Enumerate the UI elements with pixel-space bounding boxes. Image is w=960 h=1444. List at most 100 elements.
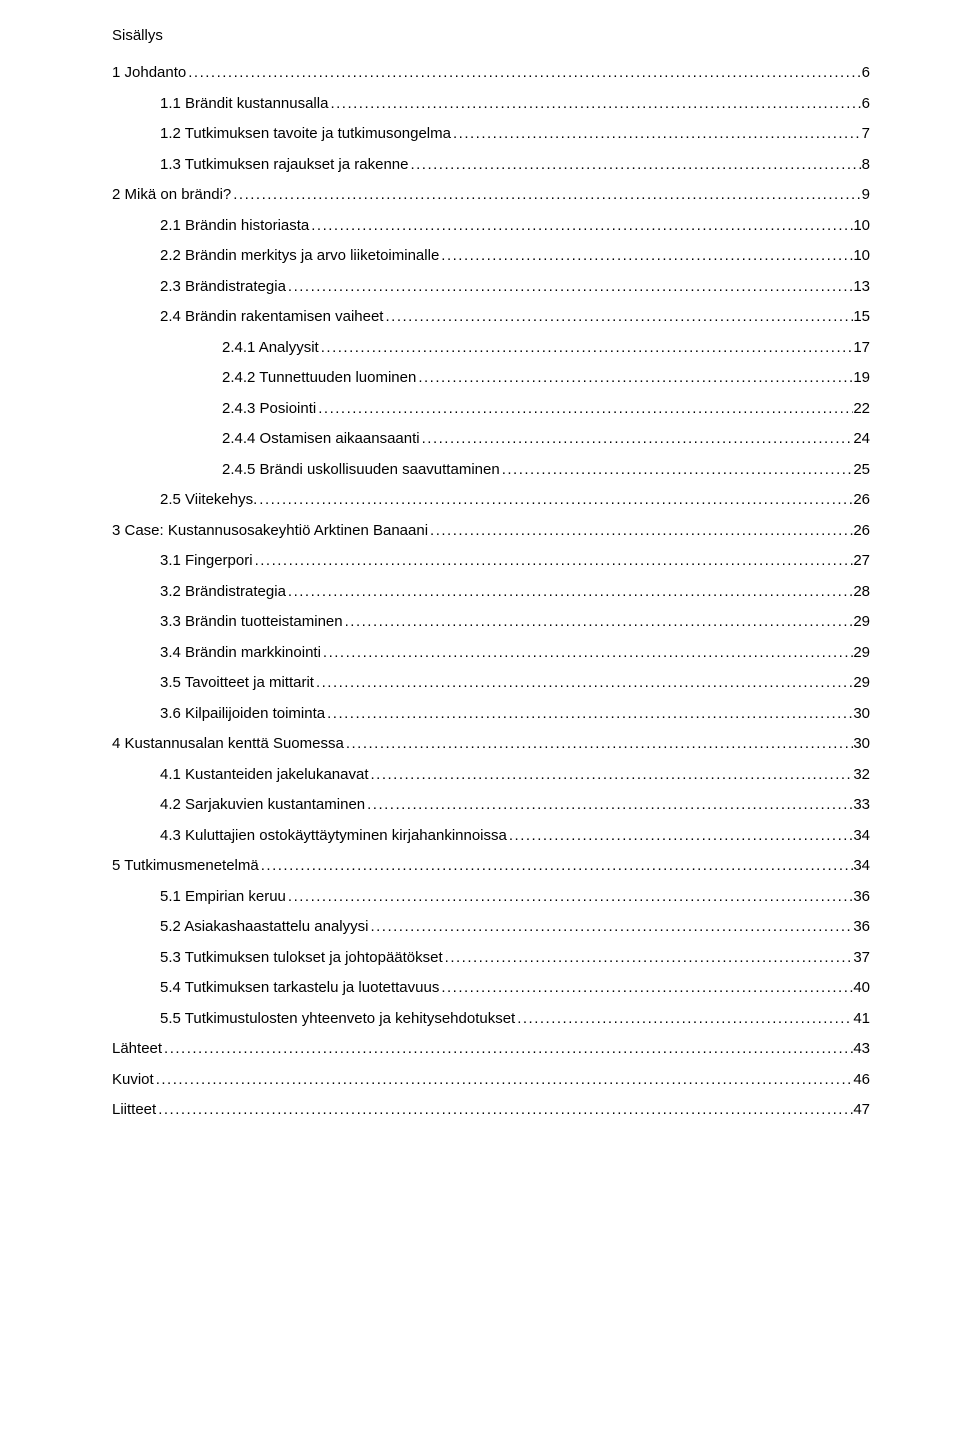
toc-leader bbox=[416, 370, 853, 385]
toc-entry-page: 28 bbox=[853, 584, 870, 599]
toc-entry-page: 36 bbox=[853, 889, 870, 904]
toc-entry-label: 2.4.2 Tunnettuuden luominen bbox=[222, 370, 416, 385]
toc-entry-page: 17 bbox=[853, 340, 870, 355]
toc-leader bbox=[162, 1041, 853, 1056]
toc-entry-page: 29 bbox=[853, 645, 870, 660]
toc-entry-label: 4.1 Kustanteiden jakelukanavat bbox=[160, 767, 368, 782]
toc-leader bbox=[309, 218, 853, 233]
toc-container: 1 Johdanto 61.1 Brändit kustannusalla 61… bbox=[112, 65, 870, 1117]
toc-entry-label: 2.5 Viitekehys. bbox=[160, 492, 257, 507]
toc-leader bbox=[420, 431, 854, 446]
toc-entry-page: 10 bbox=[853, 248, 870, 263]
toc-entry: 2.4.2 Tunnettuuden luominen 19 bbox=[112, 370, 870, 385]
toc-entry-label: 2.2 Brändin merkitys ja arvo liiketoimin… bbox=[160, 248, 439, 263]
toc-entry-page: 15 bbox=[853, 309, 870, 324]
toc-entry: 3.1 Fingerpori 27 bbox=[112, 553, 870, 568]
toc-leader bbox=[408, 157, 861, 172]
toc-entry: 2.4 Brändin rakentamisen vaiheet 15 bbox=[112, 309, 870, 324]
toc-entry-page: 8 bbox=[862, 157, 870, 172]
toc-leader bbox=[343, 614, 854, 629]
toc-leader bbox=[316, 401, 853, 416]
toc-entry: 3 Case: Kustannusosakeyhtiö Arktinen Ban… bbox=[112, 523, 870, 538]
toc-entry-page: 47 bbox=[853, 1102, 870, 1117]
toc-entry-label: 5.1 Empirian keruu bbox=[160, 889, 286, 904]
toc-leader bbox=[365, 797, 853, 812]
toc-leader bbox=[439, 248, 853, 263]
toc-entry-label: 3.1 Fingerpori bbox=[160, 553, 253, 568]
toc-leader bbox=[439, 980, 853, 995]
toc-entry: 4.1 Kustanteiden jakelukanavat 32 bbox=[112, 767, 870, 782]
toc-leader bbox=[286, 584, 853, 599]
toc-leader bbox=[259, 858, 854, 873]
toc-entry: 2.2 Brändin merkitys ja arvo liiketoimin… bbox=[112, 248, 870, 263]
toc-leader bbox=[383, 309, 853, 324]
toc-title: Sisällys bbox=[112, 28, 870, 43]
toc-entry-page: 36 bbox=[853, 919, 870, 934]
toc-entry-label: 5.5 Tutkimustulosten yhteenveto ja kehit… bbox=[160, 1011, 515, 1026]
toc-entry: 1.2 Tutkimuksen tavoite ja tutkimusongel… bbox=[112, 126, 870, 141]
toc-entry: 2.3 Brändistrategia 13 bbox=[112, 279, 870, 294]
toc-leader bbox=[257, 492, 853, 507]
toc-leader bbox=[328, 96, 861, 111]
toc-entry-page: 22 bbox=[853, 401, 870, 416]
toc-entry-label: 2.4.4 Ostamisen aikaansaanti bbox=[222, 431, 420, 446]
toc-entry-page: 41 bbox=[853, 1011, 870, 1026]
toc-entry-page: 10 bbox=[853, 218, 870, 233]
toc-entry-label: 2.1 Brändin historiasta bbox=[160, 218, 309, 233]
toc-entry-label: 5.3 Tutkimuksen tulokset ja johtopäätöks… bbox=[160, 950, 443, 965]
toc-entry: 5.2 Asiakashaastattelu analyysi 36 bbox=[112, 919, 870, 934]
toc-entry: 2.4.5 Brändi uskollisuuden saavuttaminen… bbox=[112, 462, 870, 477]
toc-entry: 1.3 Tutkimuksen rajaukset ja rakenne 8 bbox=[112, 157, 870, 172]
toc-entry: Liitteet 47 bbox=[112, 1102, 870, 1117]
toc-entry: 2.4.3 Posiointi 22 bbox=[112, 401, 870, 416]
toc-leader bbox=[253, 553, 854, 568]
toc-entry-label: 3 Case: Kustannusosakeyhtiö Arktinen Ban… bbox=[112, 523, 428, 538]
toc-leader bbox=[443, 950, 854, 965]
toc-entry-page: 26 bbox=[853, 492, 870, 507]
toc-leader bbox=[428, 523, 853, 538]
toc-leader bbox=[325, 706, 853, 721]
toc-entry: 5 Tutkimusmenetelmä 34 bbox=[112, 858, 870, 873]
toc-entry-page: 43 bbox=[853, 1041, 870, 1056]
toc-leader bbox=[286, 279, 853, 294]
toc-entry-label: 4.3 Kuluttajien ostokäyttäytyminen kirja… bbox=[160, 828, 507, 843]
toc-entry-page: 27 bbox=[853, 553, 870, 568]
toc-leader bbox=[507, 828, 853, 843]
toc-entry: 5.5 Tutkimustulosten yhteenveto ja kehit… bbox=[112, 1011, 870, 1026]
toc-entry-label: 4 Kustannusalan kenttä Suomessa bbox=[112, 736, 344, 751]
toc-entry-page: 34 bbox=[853, 828, 870, 843]
toc-entry-page: 6 bbox=[862, 96, 870, 111]
toc-entry-label: 1 Johdanto bbox=[112, 65, 186, 80]
toc-leader bbox=[344, 736, 853, 751]
toc-entry-page: 40 bbox=[853, 980, 870, 995]
toc-entry: 1.1 Brändit kustannusalla 6 bbox=[112, 96, 870, 111]
toc-leader bbox=[368, 919, 853, 934]
toc-entry-label: 5.2 Asiakashaastattelu analyysi bbox=[160, 919, 368, 934]
toc-entry: Kuviot 46 bbox=[112, 1072, 870, 1087]
toc-entry-label: 2.3 Brändistrategia bbox=[160, 279, 286, 294]
toc-entry-page: 13 bbox=[853, 279, 870, 294]
toc-leader bbox=[451, 126, 862, 141]
toc-entry-label: 1.3 Tutkimuksen rajaukset ja rakenne bbox=[160, 157, 408, 172]
toc-entry: 2.4.4 Ostamisen aikaansaanti 24 bbox=[112, 431, 870, 446]
toc-entry: 2.5 Viitekehys. 26 bbox=[112, 492, 870, 507]
toc-entry-page: 26 bbox=[853, 523, 870, 538]
toc-leader bbox=[321, 645, 853, 660]
toc-entry: Lähteet 43 bbox=[112, 1041, 870, 1056]
toc-entry-label: 3.6 Kilpailijoiden toiminta bbox=[160, 706, 325, 721]
toc-entry-label: 3.5 Tavoitteet ja mittarit bbox=[160, 675, 314, 690]
toc-entry: 3.5 Tavoitteet ja mittarit 29 bbox=[112, 675, 870, 690]
toc-entry-page: 9 bbox=[862, 187, 870, 202]
toc-entry-label: 3.2 Brändistrategia bbox=[160, 584, 286, 599]
toc-entry: 2.4.1 Analyysit 17 bbox=[112, 340, 870, 355]
toc-entry-page: 30 bbox=[853, 706, 870, 721]
toc-entry: 3.2 Brändistrategia 28 bbox=[112, 584, 870, 599]
toc-entry-label: 2 Mikä on brändi? bbox=[112, 187, 231, 202]
toc-entry-label: 2.4 Brändin rakentamisen vaiheet bbox=[160, 309, 383, 324]
toc-entry: 1 Johdanto 6 bbox=[112, 65, 870, 80]
toc-entry-label: Liitteet bbox=[112, 1102, 156, 1117]
toc-entry-page: 34 bbox=[853, 858, 870, 873]
toc-entry: 5.1 Empirian keruu 36 bbox=[112, 889, 870, 904]
toc-entry-page: 30 bbox=[853, 736, 870, 751]
toc-entry-page: 24 bbox=[853, 431, 870, 446]
